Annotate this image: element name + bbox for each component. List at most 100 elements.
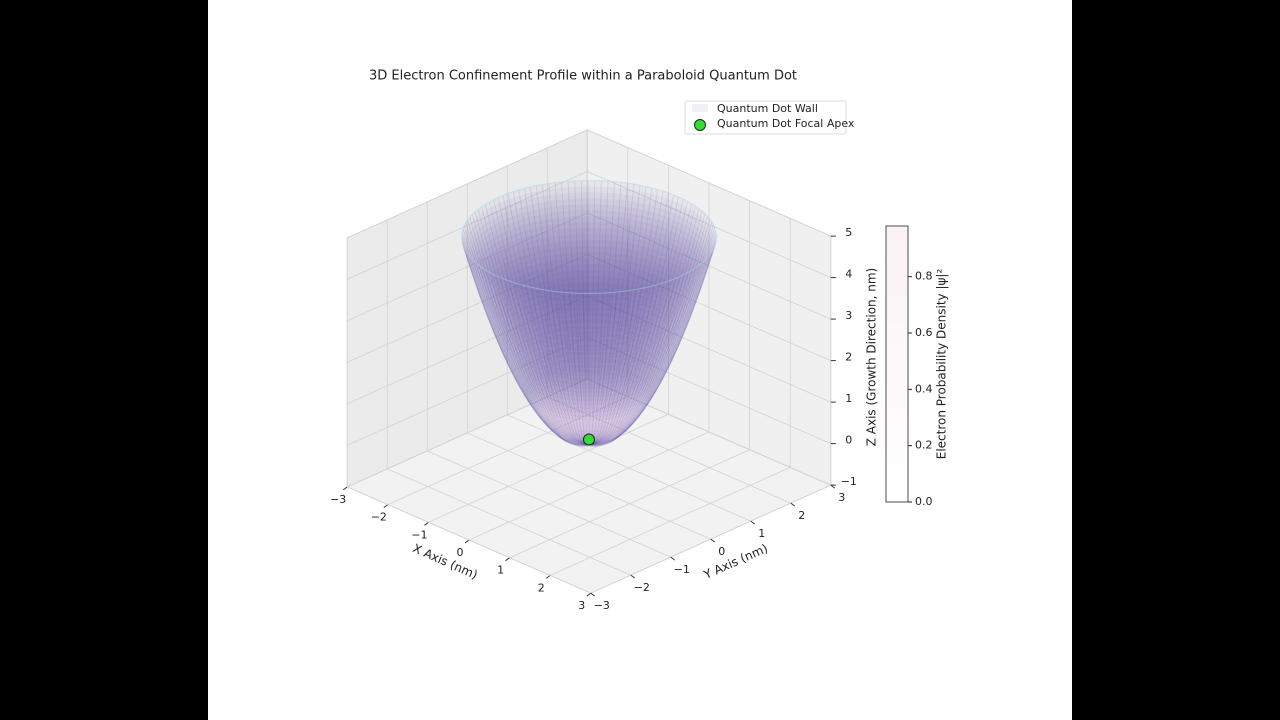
- legend-marker: [692, 104, 708, 112]
- surface-line: [588, 185, 641, 445]
- surface-layer: [548, 405, 630, 442]
- surface-line: [588, 233, 717, 445]
- surface-line: [518, 189, 590, 445]
- surface-line: [550, 290, 590, 447]
- surface-line: [588, 245, 716, 445]
- y-tick: [630, 574, 636, 579]
- surface-line: [588, 284, 660, 446]
- surface-line: [588, 198, 684, 445]
- surface-line: [588, 248, 715, 445]
- surface-line: [588, 213, 706, 445]
- apex-point: [583, 433, 595, 446]
- z-tick-label: 1: [845, 392, 852, 405]
- surface-line: [478, 265, 590, 445]
- surface-line: [588, 264, 701, 445]
- surface-line: [588, 282, 666, 445]
- x-tick-label: −3: [330, 493, 346, 506]
- surface-line: [588, 180, 602, 445]
- surface-line: [467, 254, 590, 445]
- surface-line: [486, 270, 590, 445]
- surface-line: [588, 196, 679, 445]
- surface-line: [529, 186, 590, 445]
- legend-label: Quantum Dot Focal Apex: [717, 117, 855, 130]
- surface-layer: [543, 398, 635, 439]
- colorbar-tick-label: 0.4: [915, 382, 933, 395]
- x-tick: [464, 539, 470, 544]
- surface-line: [474, 211, 590, 445]
- grid-line: [467, 432, 711, 540]
- y-tick: [670, 556, 676, 561]
- surface-layer: [464, 192, 714, 303]
- grid-line: [347, 254, 588, 363]
- surface-line: [525, 286, 590, 446]
- surface-line: [484, 204, 590, 445]
- surface-layer: [539, 391, 639, 436]
- surface-layer: [471, 216, 707, 321]
- surface-line: [588, 274, 685, 445]
- surface-layer: [535, 384, 643, 432]
- surface-line: [471, 214, 590, 445]
- surface-line: [588, 269, 694, 445]
- grid-line: [587, 254, 831, 361]
- surface-layer: [463, 186, 715, 298]
- surface-line: [535, 185, 590, 445]
- surface-layer: [486, 264, 692, 356]
- surface-layer: [475, 228, 703, 329]
- surface-layer: [513, 338, 665, 406]
- grid-line: [347, 337, 588, 446]
- surface-layer: [469, 210, 709, 316]
- surface-line: [588, 182, 622, 445]
- surface-line: [567, 181, 590, 445]
- surface-rim: [461, 180, 717, 294]
- surface-line: [588, 290, 630, 447]
- surface-layer: [480, 246, 698, 343]
- surface-line: [588, 200, 688, 445]
- surface-line: [588, 205, 696, 445]
- surface-line: [588, 285, 654, 446]
- surface-line: [588, 289, 637, 447]
- surface-line: [588, 259, 707, 445]
- surface-layer: [468, 204, 710, 312]
- surface-line: [488, 201, 590, 445]
- surface-line: [503, 279, 590, 445]
- z-tick-label: 4: [845, 268, 852, 281]
- surface-line: [463, 225, 590, 445]
- y-tick-label: −2: [634, 581, 650, 594]
- surface-layer: [466, 198, 712, 307]
- surface-line: [588, 251, 713, 445]
- surface-line: [588, 280, 671, 445]
- surface-line: [588, 236, 717, 445]
- x-tick-label: 1: [497, 564, 504, 577]
- surface-layer: [503, 313, 675, 389]
- colorbar: Electron Probability Density |ψ|² 0.0 0.2…: [885, 225, 949, 508]
- surface-layer: [484, 258, 694, 351]
- surface-layer: [494, 288, 684, 373]
- surface-layer: [501, 307, 677, 385]
- x-tick: [586, 592, 592, 597]
- surface-line: [494, 274, 590, 445]
- surface-line: [469, 217, 590, 445]
- chart-title: 3D Electron Confinement Profile within a…: [369, 69, 797, 84]
- y-tick: [790, 502, 796, 507]
- surface-line: [588, 186, 647, 445]
- surface-line: [588, 189, 659, 445]
- y-tick-label: 0: [718, 545, 725, 558]
- surface-layer: [476, 234, 702, 334]
- colorbar-tick-label: 0.2: [915, 439, 933, 452]
- surface-line: [477, 209, 590, 445]
- surface-line: [588, 293, 591, 447]
- surface-layer: [511, 332, 667, 402]
- grid-line: [587, 129, 831, 237]
- surface-line: [562, 292, 590, 448]
- surface-line: [502, 195, 590, 445]
- grid-line: [507, 414, 751, 522]
- surface-line: [482, 267, 590, 445]
- colorbar-label: Electron Probability Density |ψ|²: [935, 269, 949, 460]
- colorbar-tick-label: 0.6: [915, 326, 933, 339]
- legend: Quantum Dot Wall Quantum Dot Focal Apex: [684, 100, 855, 135]
- surface-line: [588, 287, 649, 446]
- surface-line: [588, 272, 690, 445]
- grid-line: [587, 295, 831, 403]
- surface-line: [588, 267, 697, 445]
- surface-line: [490, 272, 590, 445]
